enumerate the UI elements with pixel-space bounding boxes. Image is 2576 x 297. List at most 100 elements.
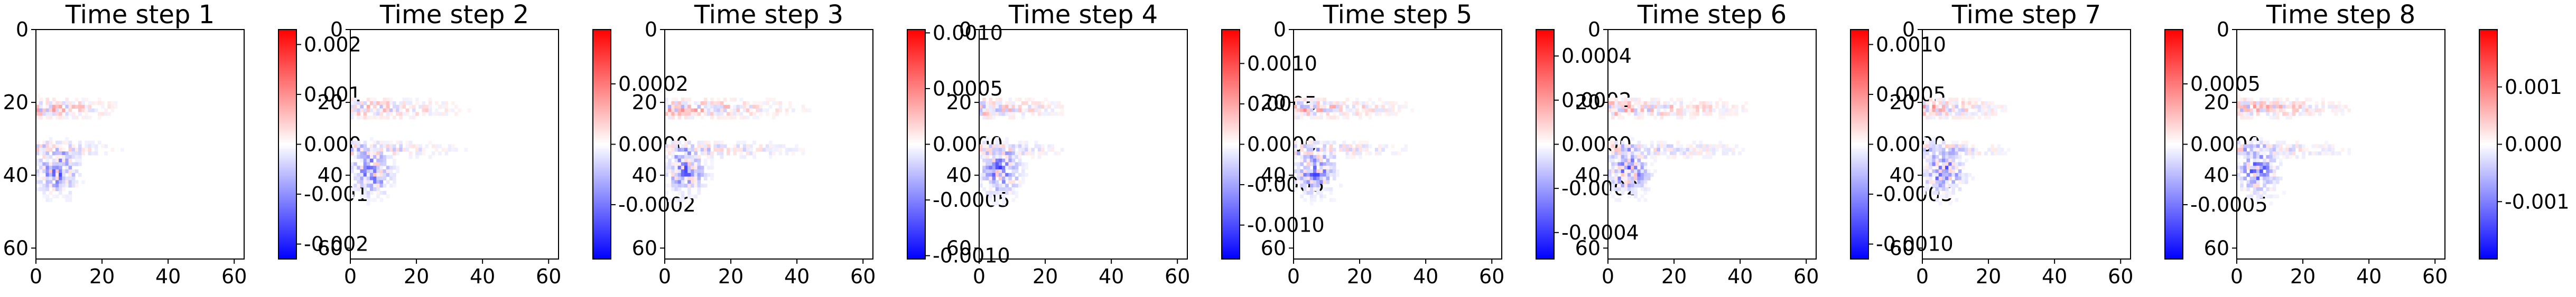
heatmap-cell [2243, 162, 2247, 166]
heatmap-cell [441, 148, 445, 152]
heatmap-cell [1705, 155, 1709, 159]
heatmap-cell [801, 148, 805, 152]
heatmap-cell [110, 104, 115, 109]
heatmap-cell [1326, 101, 1330, 106]
heatmap-cell [1627, 166, 1631, 170]
heatmap-cell [703, 144, 708, 148]
heatmap-cell [1306, 98, 1310, 102]
heatmap-cell [1945, 104, 1949, 109]
heatmap-cell [2279, 108, 2283, 112]
x-tick-label: 40 [155, 265, 181, 288]
colorbar-tick-label: 0.0010 [1876, 33, 1946, 56]
heatmap-cell [1002, 151, 1006, 156]
heatmap-cell [979, 144, 983, 148]
heatmap-cell [1621, 166, 1625, 170]
heatmap-cell [363, 190, 367, 195]
x-tick-label: 0 [973, 265, 985, 288]
heatmap-cell [1365, 144, 1369, 148]
heatmap-cell [1926, 116, 1929, 120]
heatmap-cell [1958, 169, 1962, 174]
y-tick-label: 0 [959, 18, 972, 41]
heatmap-cell [1300, 148, 1304, 152]
heatmap-cell [94, 148, 98, 152]
heatmap-cell [45, 148, 50, 152]
heatmap-cell [71, 176, 76, 180]
heatmap-cell [1696, 148, 1699, 152]
heatmap-cell [2295, 104, 2299, 109]
heatmap-cell [707, 173, 711, 177]
heatmap-cell [1002, 140, 1006, 145]
heatmap-cell [2347, 108, 2351, 112]
heatmap-cell [1332, 116, 1336, 120]
heatmap-cell [1018, 108, 1022, 112]
heatmap-cell [1624, 151, 1628, 156]
heatmap-cell [1300, 194, 1304, 198]
heatmap-cell [2256, 173, 2260, 177]
heatmap-cell [1935, 148, 1939, 152]
heatmap-cell [1306, 180, 1310, 184]
heatmap-cell [422, 101, 426, 106]
heatmap-cell [1941, 158, 1946, 162]
heatmap-cell [1374, 108, 1379, 112]
heatmap-cell [2237, 140, 2240, 145]
heatmap-cell [1945, 184, 1949, 188]
heatmap-cell [2256, 190, 2260, 195]
heatmap-cell [691, 112, 694, 116]
heatmap-cell [700, 140, 704, 145]
y-tick-label: 20 [632, 91, 657, 114]
heatmap-cell [1332, 101, 1336, 106]
heatmap-cell [775, 144, 779, 148]
heatmap-cell [668, 112, 672, 116]
heatmap-cell [1021, 166, 1025, 170]
heatmap-cell [2253, 148, 2257, 152]
heatmap-cell [985, 137, 989, 141]
heatmap-cell [2249, 194, 2254, 198]
heatmap-cell [42, 190, 46, 195]
heatmap-cell [1323, 140, 1327, 145]
heatmap-cell [1300, 180, 1304, 184]
heatmap-cell [62, 187, 66, 191]
heatmap-cell [1044, 104, 1048, 109]
heatmap-cell [691, 162, 694, 166]
heatmap-cell [668, 184, 672, 188]
heatmap-cell [982, 144, 986, 148]
heatmap-cell [350, 112, 354, 116]
heatmap-cell [55, 151, 59, 156]
heatmap-cell [697, 140, 701, 145]
heatmap-cell [1297, 151, 1300, 156]
heatmap-cell [992, 101, 996, 106]
heatmap-cell [684, 166, 688, 170]
heatmap-cell [1611, 169, 1615, 174]
heatmap-cell [1631, 98, 1634, 102]
heatmap-cell [376, 162, 380, 166]
heatmap-cell [1352, 108, 1356, 112]
heatmap-cell [360, 166, 364, 170]
heatmap-cell [1329, 187, 1333, 191]
heatmap-cell [687, 148, 691, 152]
y-tick-label: 40 [318, 164, 343, 187]
heatmap-cell [45, 198, 50, 202]
heatmap-cell [2331, 151, 2335, 156]
heatmap-cell [1025, 148, 1028, 152]
heatmap-cell [1306, 173, 1310, 177]
heatmap-cell [412, 116, 416, 120]
heatmap-cell [1643, 198, 1648, 202]
heatmap-cell [350, 194, 354, 198]
heatmap-cell [687, 194, 691, 198]
heatmap-cell [399, 148, 403, 152]
heatmap-cell [989, 158, 993, 162]
heatmap-cell [697, 148, 701, 152]
heatmap-cell [2279, 144, 2283, 148]
heatmap-cell [2249, 101, 2254, 106]
heatmap-cell [1339, 108, 1343, 112]
heatmap-cell [1932, 190, 1936, 195]
heatmap-cell [2259, 151, 2263, 156]
heatmap-cell [1326, 187, 1330, 191]
heatmap-cell [1631, 151, 1634, 156]
heatmap-cell [985, 176, 989, 180]
heatmap-cell [55, 158, 59, 162]
heatmap-cell [357, 151, 360, 156]
heatmap-cell [1941, 104, 1946, 109]
heatmap-cell [1345, 112, 1350, 116]
heatmap-cell [2003, 151, 2007, 156]
